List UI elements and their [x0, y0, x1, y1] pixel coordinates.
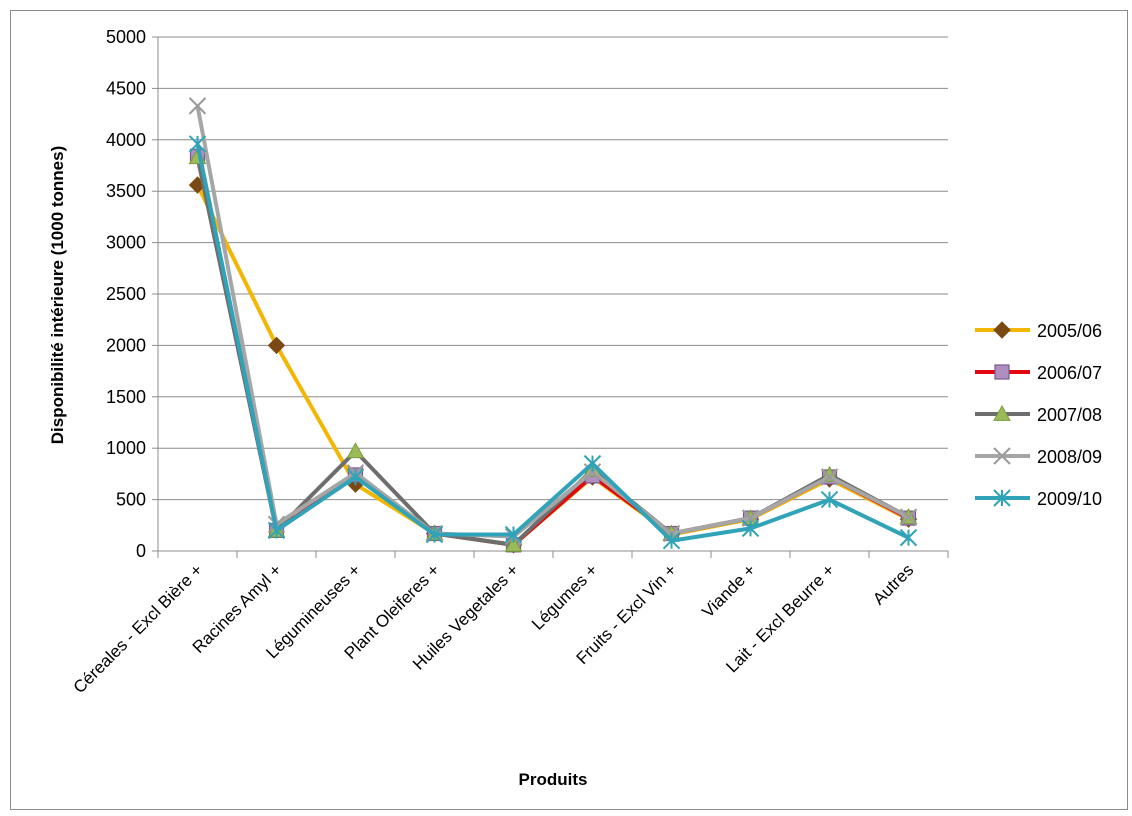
data-point — [583, 454, 602, 473]
data-point — [994, 364, 1010, 380]
y-axis-title: Disponibilité intérieure (1000 tonnes) — [48, 146, 67, 445]
data-point — [504, 535, 523, 552]
gridlines — [152, 36, 949, 558]
y-tick-label: 0 — [136, 541, 146, 561]
marker-stroke — [993, 447, 1011, 465]
data-point — [993, 321, 1011, 339]
legend-label: 2008/09 — [1037, 447, 1102, 467]
y-tick-label: 2500 — [106, 284, 146, 304]
data-point — [346, 442, 365, 459]
y-tick-label: 1500 — [106, 387, 146, 407]
data-point — [741, 519, 760, 538]
data-point — [504, 525, 523, 544]
series-line — [195, 156, 910, 547]
series-line — [195, 105, 910, 539]
data-point — [425, 525, 444, 544]
y-tick-label: 4500 — [106, 78, 146, 98]
data-point — [899, 528, 918, 547]
series-line — [195, 143, 910, 543]
legend-label: 2005/06 — [1037, 321, 1102, 341]
data-point — [188, 135, 207, 153]
marker-stroke — [820, 468, 839, 486]
data-point — [993, 404, 1011, 421]
data-point — [993, 489, 1011, 507]
x-tick-label: Autres — [869, 560, 917, 608]
y-tick-labels: 0 500 1000 1500 2000 2500 3000 3500 4000 4500 5000 — [106, 27, 146, 561]
legend-item: 2007/08 — [975, 404, 1102, 425]
data-point — [820, 490, 839, 509]
y-tick-label: 1000 — [106, 438, 146, 458]
legend-label: 2009/10 — [1037, 489, 1102, 509]
data-point — [899, 508, 918, 526]
y-tick-label: 3500 — [106, 181, 146, 201]
series-line — [195, 155, 910, 547]
x-tick-labels: Céreales - Excl Bière +Racines Amyl +Lég… — [70, 560, 918, 697]
legend: 2005/06 2006/07 2007/08 2008/09 2009/10 — [975, 321, 1102, 509]
axes — [157, 37, 948, 552]
data-point — [820, 468, 839, 486]
data-point — [267, 336, 286, 355]
legend-label: 2007/08 — [1037, 405, 1102, 425]
series — [188, 97, 918, 554]
data-point — [993, 447, 1011, 465]
marker-stroke — [899, 508, 918, 526]
marker-stroke — [188, 97, 207, 115]
legend-item: 2008/09 — [975, 447, 1102, 467]
data-point — [267, 521, 286, 540]
y-tick-label: 2000 — [106, 335, 146, 355]
x-tick-label: Légumes + — [528, 560, 601, 633]
legend-label: 2006/07 — [1037, 363, 1102, 383]
x-axis-title: Produits — [519, 770, 588, 789]
data-point — [188, 97, 207, 115]
y-tick-label: 5000 — [106, 27, 146, 47]
x-tick-label: Viande + — [698, 560, 759, 621]
legend-item: 2006/07 — [975, 363, 1102, 383]
y-tick-label: 3000 — [106, 233, 146, 253]
x-tick-label: Céreales - Excl Bière + — [70, 560, 207, 697]
legend-item: 2005/06 — [975, 321, 1102, 341]
series-2009-10 — [188, 135, 918, 550]
data-point — [662, 532, 681, 550]
y-tick-label: 4000 — [106, 130, 146, 150]
series-2008-09 — [188, 97, 918, 546]
data-point — [346, 468, 365, 486]
y-tick-label: 500 — [116, 490, 146, 510]
legend-item: 2009/10 — [975, 489, 1102, 509]
